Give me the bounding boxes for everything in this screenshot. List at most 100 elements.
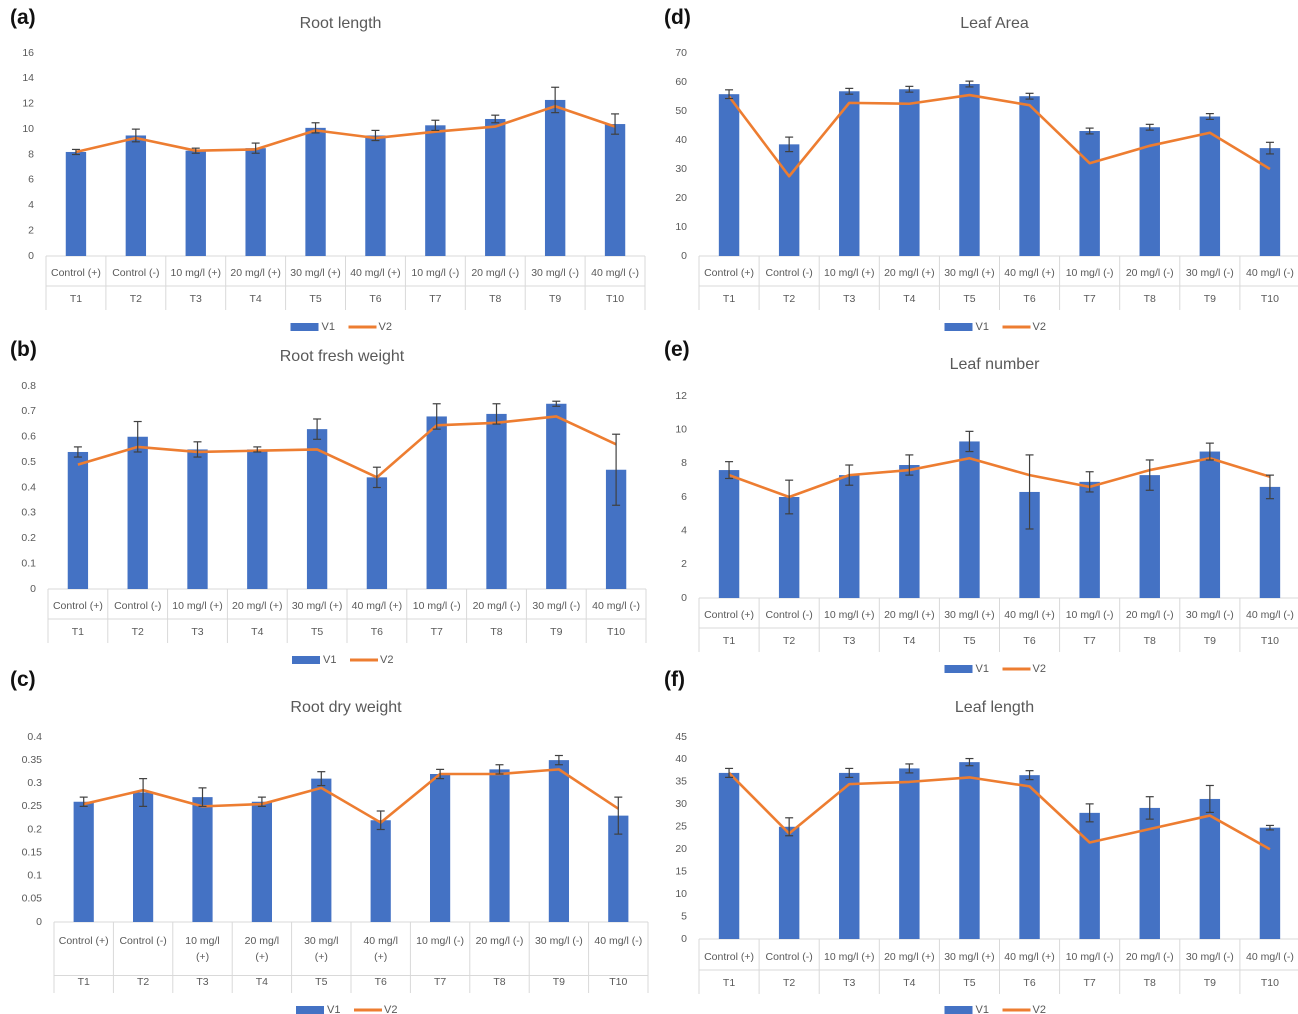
group-label: T3: [196, 976, 208, 988]
bar-v1: [1079, 131, 1100, 256]
bar-v1: [1019, 96, 1040, 257]
bar-v1: [247, 449, 268, 589]
group-label: T1: [78, 976, 90, 988]
bar-v1: [365, 135, 386, 256]
legend-label-v2: V2: [379, 321, 392, 333]
category-label: 10 mg/l (+): [824, 951, 874, 963]
chart-panel-3: (d) Leaf Area 0 10 20 30 40 50 60 70 Control (+) Co…: [664, 6, 1298, 333]
legend-label-v1: V1: [976, 321, 989, 333]
category-label-cont: (+): [315, 951, 328, 963]
group-label: T6: [1023, 635, 1035, 647]
group-label: T1: [72, 626, 84, 638]
category-label: 20 mg/l (-): [471, 267, 519, 279]
y-tick-label: 6: [681, 491, 687, 503]
category-label: 10 mg/l (-): [413, 600, 461, 612]
bar-v1: [1259, 486, 1281, 598]
line-v2: [728, 93, 1271, 178]
bar-v1: [73, 801, 94, 922]
category-label: 30 mg/l (-): [531, 267, 579, 279]
group-label: T8: [1144, 977, 1156, 989]
category-label: 10 mg/l (+): [172, 600, 222, 612]
bar-v1: [604, 124, 626, 256]
category-label: 40 mg/l (+): [352, 600, 402, 612]
group-label: T9: [1204, 293, 1216, 305]
group-label: T5: [309, 293, 321, 305]
group-label: T6: [1023, 977, 1035, 989]
category-label: 40 mg/l: [363, 935, 397, 947]
legend-label-v2: V2: [380, 654, 393, 666]
category-label: 20 mg/l (+): [884, 609, 934, 621]
chart-title: Leaf number: [950, 356, 1041, 373]
bar-v1: [486, 413, 507, 589]
y-tick-label: 35: [675, 776, 687, 788]
y-tick-label: 14: [22, 72, 34, 84]
bar-v1: [1199, 116, 1221, 256]
category-label: 10 mg/l (-): [416, 935, 464, 947]
y-tick-label: 0.2: [27, 823, 42, 835]
panel-letter: (e): [664, 338, 690, 361]
group-label: T9: [550, 626, 562, 638]
y-tick-label: 50: [675, 105, 687, 117]
group-label: T10: [606, 293, 624, 305]
group-label: T7: [431, 626, 443, 638]
panel-letter: (c): [10, 668, 36, 691]
bar-v1: [245, 148, 266, 256]
line-v2: [83, 768, 620, 824]
legend-label-v2: V2: [1033, 663, 1046, 675]
legend-label-v2: V2: [1033, 1004, 1046, 1014]
category-label: Control (-): [766, 267, 813, 279]
category-label: 10 mg/l (-): [1066, 267, 1114, 279]
bar-v1: [187, 449, 208, 589]
y-tick-label: 0.05: [22, 893, 43, 905]
y-tick-label: 4: [681, 524, 687, 536]
group-label: T7: [1084, 635, 1096, 647]
y-tick-label: 0.3: [21, 507, 36, 519]
y-tick-label: 40: [675, 134, 687, 146]
group-label: T9: [549, 293, 561, 305]
category-label: 40 mg/l (+): [350, 267, 400, 279]
y-tick-label: 0.6: [21, 431, 36, 443]
bar-v1: [778, 144, 800, 256]
chart-title: Root fresh weight: [280, 348, 405, 365]
group-label: T5: [963, 977, 975, 989]
y-tick-label: 20: [675, 843, 687, 855]
category-label: 20 mg/l (+): [884, 951, 934, 963]
category-label: 30 mg/l (-): [532, 600, 580, 612]
y-tick-label: 0.25: [22, 800, 43, 812]
category-label: Control (-): [114, 600, 161, 612]
category-label: 10 mg/l (-): [1066, 609, 1114, 621]
bar-v1: [65, 151, 87, 256]
bar-v1: [311, 778, 332, 922]
group-label: T8: [493, 976, 505, 988]
legend-label-v1: V1: [976, 663, 989, 675]
legend-label-v1: V1: [322, 321, 335, 333]
category-label: Control (+): [704, 951, 754, 963]
bar-v1: [778, 826, 800, 939]
category-label: 10 mg/l (+): [171, 267, 221, 279]
y-tick-label: 10: [675, 423, 687, 435]
chart-panel-0: (a) Root length 0 2 4 6 8 10 12 14 16 Control (+) Co…: [10, 6, 646, 333]
group-label: T8: [1144, 635, 1156, 647]
chart-panel-4: (e) Leaf number 0 2 4 6 8 10 12 Control (+) Contro…: [664, 338, 1298, 675]
y-tick-label: 0.15: [22, 846, 43, 858]
group-label: T2: [783, 977, 795, 989]
category-label: 30 mg/l (-): [535, 935, 583, 947]
bar-v1: [1139, 807, 1160, 939]
group-label: T1: [70, 293, 82, 305]
category-label: 20 mg/l: [245, 935, 279, 947]
y-tick-label: 0: [28, 250, 34, 262]
category-label: 20 mg/l (+): [230, 267, 280, 279]
bar-v1: [959, 762, 980, 939]
category-label-cont: (+): [196, 951, 209, 963]
bar-v1: [305, 127, 326, 256]
line-v2: [728, 771, 1271, 851]
y-tick-label: 0: [30, 583, 36, 595]
bar-v1: [899, 89, 920, 256]
category-label: Control (+): [51, 267, 101, 279]
group-label: T5: [963, 635, 975, 647]
group-label: T5: [315, 976, 327, 988]
group-label: T4: [250, 293, 262, 305]
bar-v1: [489, 769, 510, 922]
category-label: 10 mg/l (-): [411, 267, 459, 279]
